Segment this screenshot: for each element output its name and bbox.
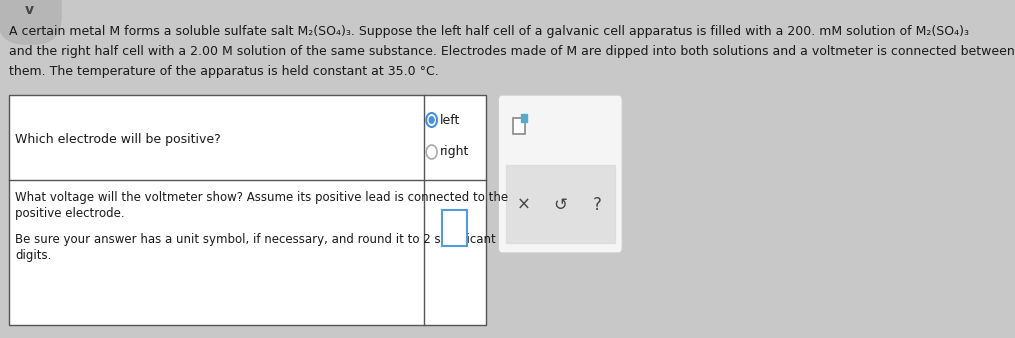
Text: them. The temperature of the apparatus is held constant at 35.0 °C.: them. The temperature of the apparatus i… [9, 66, 439, 78]
Text: ×: × [517, 196, 531, 214]
Text: left: left [441, 114, 461, 126]
Text: Be sure your answer has a unit symbol, if necessary, and round it to 2 significa: Be sure your answer has a unit symbol, i… [15, 234, 496, 246]
Text: What voltage will the voltmeter show? Assume its positive lead is connected to t: What voltage will the voltmeter show? As… [15, 192, 509, 204]
Bar [521, 114, 527, 122]
Circle shape [428, 116, 434, 124]
Text: ↺: ↺ [553, 196, 567, 214]
Bar [443, 210, 467, 246]
Circle shape [426, 145, 437, 159]
Circle shape [426, 113, 437, 127]
Text: and the right half cell with a 2.00 M solution of the same substance. Electrodes: and the right half cell with a 2.00 M so… [9, 46, 1015, 58]
Bar [9, 95, 486, 325]
Text: A certain metal M forms a soluble sulfate salt M₂(SO₄)₃. Suppose the left half c: A certain metal M forms a soluble sulfat… [9, 25, 969, 39]
Text: Which electrode will be positive?: Which electrode will be positive? [15, 132, 221, 145]
Text: right: right [441, 145, 470, 159]
Text: v: v [25, 3, 33, 17]
Text: digits.: digits. [15, 249, 52, 263]
Text: positive electrode.: positive electrode. [15, 208, 125, 220]
Text: ?: ? [593, 196, 601, 214]
Bar [513, 118, 526, 134]
FancyBboxPatch shape [498, 95, 622, 253]
